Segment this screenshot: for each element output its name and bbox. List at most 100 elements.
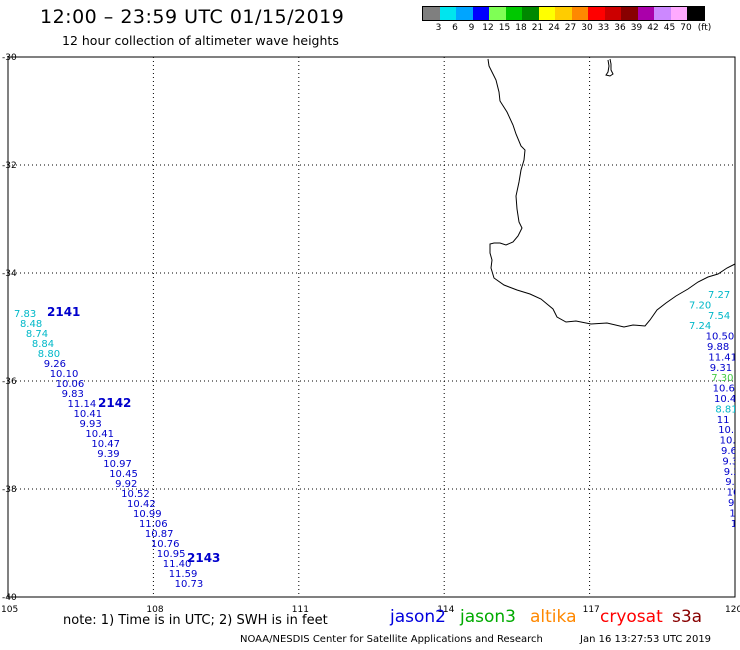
wave-height-value: 10. (720, 436, 736, 447)
pass-number-label: 2143 (187, 551, 220, 565)
mission-cryosat: cryosat (600, 607, 663, 627)
legend-tick-label: 36 (614, 23, 626, 33)
legend-tick-label: 42 (647, 23, 659, 33)
legend-unit: (ft) (697, 23, 712, 33)
map-title: 12:00 – 23:59 UTC 01/15/2019 (40, 6, 345, 28)
generation-timestamp: Jan 16 13:27:53 UTC 2019 (580, 634, 712, 645)
wave-height-value: 8.84 (32, 339, 54, 350)
latitude-label: -30 (2, 53, 17, 63)
wave-height-value: 9.27 (724, 467, 740, 478)
legend-swatch (604, 7, 621, 20)
latitude-label: -32 (2, 161, 17, 171)
latitude-label: -40 (2, 593, 17, 603)
wave-height-value: 10.42 (127, 499, 156, 510)
wave-height-value: 9.93 (79, 419, 101, 430)
wave-height-value: 10.97 (103, 459, 132, 470)
legend-swatch (472, 7, 489, 20)
wave-height-value: 10.76 (151, 539, 180, 550)
wave-height-value: 9.88 (707, 342, 729, 353)
longitude-label: 114 (437, 605, 454, 615)
wave-height-value: 11.59 (169, 569, 198, 580)
wave-height-value: 8.74 (26, 329, 48, 340)
track-west: 7.838.488.748.848.809.2610.1010.069.8311… (14, 309, 203, 590)
legend-tick-label: 39 (630, 23, 643, 33)
credit-line: NOAA/NESDIS Center for Satellite Applica… (240, 634, 543, 645)
wave-height-value: 9.67 (721, 446, 740, 457)
legend-swatch (423, 7, 440, 20)
map-frame (7, 56, 736, 598)
wave-height-value: 10.52 (121, 489, 150, 500)
wave-height-value: 9.26 (44, 359, 66, 370)
mission-jason3: jason3 (460, 607, 516, 627)
legend-labels: 3 6 9 12 15 18 21 24 27 30 33 36 39 42 45 70 (ft) (422, 23, 712, 37)
legend-tick-label: 21 (531, 23, 544, 33)
wave-height-value: 9.4 (725, 477, 740, 488)
legend-tick-label: 70 (680, 23, 692, 33)
wave-height-value: 10.87 (145, 529, 174, 540)
latitude-label: -36 (2, 377, 17, 387)
legend-swatch (456, 7, 473, 20)
longitude-labels: 105 108 111 114 117 120 (1, 605, 740, 615)
wave-height-value: 7.83 (14, 309, 36, 320)
wave-height-value: 11.06 (139, 519, 168, 530)
wave-height-value: 10.45 (109, 469, 138, 480)
wave-height-value: 7.30 (711, 373, 733, 384)
legend-tick-label: 24 (548, 23, 560, 33)
wave-height-value: 10.84 (718, 425, 740, 436)
latitude-labels: -30 -32 -34 -36 -38 -40 (2, 53, 17, 603)
wave-height-value: 10 (729, 508, 740, 519)
wave-height-value: 9.39 (97, 449, 119, 460)
wave-height-value: 8.48 (20, 319, 42, 330)
wave-height-value: 10.99 (133, 509, 162, 520)
legend-swatch (637, 7, 654, 20)
wave-height-value: 10.41 (74, 409, 103, 420)
pass-labels: 2141 2142 2143 (47, 305, 220, 565)
wave-height-value: 9.92 (115, 479, 137, 490)
mission-altika: altika (530, 607, 577, 627)
legend-tick-label: 45 (663, 23, 676, 33)
longitude-label: 108 (146, 605, 163, 615)
legend-swatch (538, 7, 555, 20)
map-subtitle: 12 hour collection of altimeter wave hei… (62, 33, 339, 48)
pass-number-label: 2141 (47, 305, 80, 319)
legend-swatches (422, 6, 705, 21)
wave-height-value: 10.50 (706, 332, 735, 343)
wave-height-value: 9.34 (722, 456, 740, 467)
legend-swatch (505, 7, 522, 20)
legend-tick-label: 30 (581, 23, 593, 33)
wave-height-value: 10.41 (85, 429, 114, 440)
legend-swatch (555, 7, 572, 20)
wave-height-value: 10.06 (56, 379, 85, 390)
wave-height-value: 8.81 (715, 404, 737, 415)
latitude-label: -38 (2, 485, 17, 495)
legend-swatch (687, 7, 704, 20)
latitude-label: -34 (2, 269, 17, 279)
legend-swatch (489, 7, 506, 20)
legend-tick-label: 15 (498, 23, 511, 33)
color-legend: 3 6 9 12 15 18 21 24 27 30 33 36 39 42 45 70 (ft) (422, 6, 712, 37)
track-east: 7.277.207.547.2410.509.8811.419.317.3010… (689, 290, 740, 530)
wave-height-value: 10. (727, 488, 740, 499)
wave-height-value: 10.4 (714, 394, 736, 405)
legend-tick-label: 18 (515, 23, 527, 33)
coastline-australia (487, 58, 736, 328)
legend-swatch (670, 7, 687, 20)
longitude-label: 105 (1, 605, 18, 615)
wave-height-value: 9.83 (62, 389, 84, 400)
legend-tick-label: 3 (435, 23, 442, 33)
wave-height-value: 11.41 (708, 352, 737, 363)
legend-tick-label: 33 (597, 23, 610, 33)
legend-swatch (571, 7, 588, 20)
legend-swatch (588, 7, 605, 20)
legend-swatch (654, 7, 671, 20)
legend-swatch (621, 7, 638, 20)
wave-height-value: 7.24 (689, 321, 711, 332)
legend-tick-label: 27 (564, 23, 577, 33)
wave-height-value: 7.54 (708, 311, 730, 322)
wave-height-value: 7.20 (689, 300, 711, 311)
legend-swatch (439, 7, 456, 20)
wave-height-value: 10.73 (175, 579, 204, 590)
wave-height-value: 10.95 (157, 549, 186, 560)
